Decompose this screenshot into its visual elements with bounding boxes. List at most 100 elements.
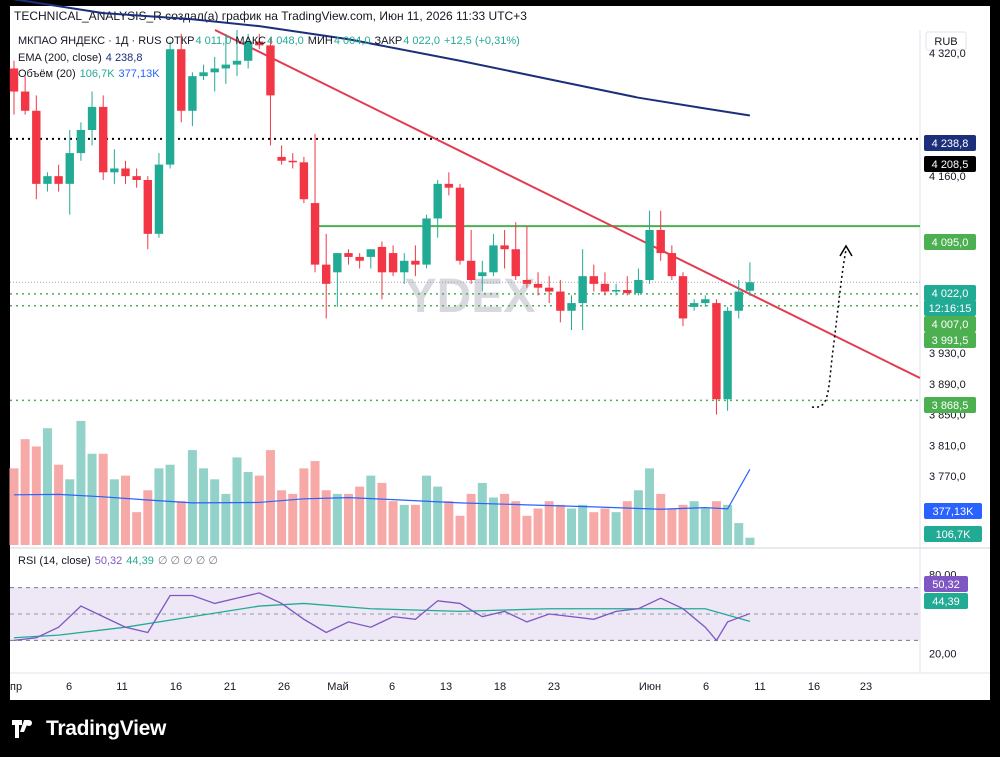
price-badge: 4 095,0 — [924, 234, 976, 250]
header-caption: TECHNICAL_ANALYSIS_R создал(а) график на… — [14, 9, 527, 23]
legend-volume-value: 106,7K — [80, 68, 116, 80]
price-tick-label: 3 810,0 — [929, 440, 966, 452]
candle-body — [545, 287, 554, 292]
candle-body — [734, 291, 743, 311]
volume-bar — [745, 537, 755, 545]
volume-bar — [210, 479, 220, 545]
price-badge-bg — [924, 156, 976, 172]
volume-bar — [20, 439, 30, 545]
price-badge-text: 4 022,0 — [932, 288, 969, 300]
volume-bar — [98, 453, 108, 545]
candle-body — [667, 253, 677, 277]
volume-bar — [388, 501, 398, 545]
candle-body — [322, 264, 331, 284]
price-badge-text: 4 238,8 — [932, 138, 969, 150]
volume-bar — [511, 501, 521, 545]
candle-body — [712, 303, 721, 400]
price-tick-label: 3 770,0 — [929, 471, 966, 483]
volume-bar — [377, 482, 387, 545]
candle-body — [478, 272, 487, 277]
rsi-badge-bg — [924, 576, 968, 592]
projection-arrow-head — [839, 244, 853, 257]
candle-body — [266, 45, 275, 96]
rsi-badge: 50,32 — [924, 576, 968, 592]
volume-bar — [611, 512, 621, 545]
legend-rsi-na: ∅ ∅ ∅ ∅ ∅ — [158, 555, 218, 567]
candle-body — [422, 218, 431, 265]
price-badge: 4 022,0 — [924, 285, 976, 301]
candle-body — [288, 160, 297, 163]
rsi-badge-text: 44,39 — [932, 596, 960, 608]
volume-bar — [656, 493, 666, 545]
candle-body — [99, 106, 108, 173]
volume-bar — [645, 468, 655, 545]
legend-ema-label: EMA (200, close) — [18, 52, 102, 64]
candle-body — [210, 68, 219, 73]
candle-body — [745, 282, 755, 291]
candle-body — [65, 153, 74, 184]
volume-bar — [422, 475, 432, 545]
volume-bar — [42, 428, 52, 545]
candle-body — [511, 249, 520, 277]
tradingview-logo[interactable]: TradingView — [12, 716, 166, 742]
x-axis-label: 11 — [116, 681, 127, 693]
candle-body — [232, 60, 242, 65]
candle-body — [689, 303, 699, 307]
volume-bar — [165, 464, 175, 545]
candle-body — [455, 187, 465, 261]
rsi-band — [10, 587, 920, 641]
volume-bar — [154, 468, 164, 545]
candle-body — [489, 245, 498, 273]
price-badge-bg — [924, 135, 976, 151]
rsi-tick-label: 20,00 — [929, 649, 957, 661]
volume-bar — [433, 486, 443, 545]
price-badge-text: 12:16:15 — [929, 303, 972, 315]
volume-bar — [65, 479, 75, 545]
candle-body — [723, 310, 732, 400]
price-badge: 4 208,5 — [924, 156, 976, 172]
volume-bar — [555, 504, 565, 545]
candle-body — [355, 256, 364, 261]
legend-high-value: 4 048,0 — [267, 35, 304, 47]
candle-body — [87, 106, 97, 130]
rsi-line — [13, 592, 751, 642]
volume-bar — [176, 501, 186, 545]
volume-bar — [310, 461, 320, 545]
tradingview-logo-icon — [12, 720, 32, 738]
volume-ma-line — [13, 469, 751, 510]
volume-bar — [522, 515, 532, 545]
candle-body — [9, 68, 19, 92]
x-axis-label: Июн — [639, 681, 661, 693]
candle-body — [20, 91, 30, 111]
volume-bar — [567, 508, 576, 545]
x-axis-label: 6 — [703, 681, 709, 693]
x-axis-label: 6 — [66, 681, 72, 693]
volume-bar — [578, 504, 588, 545]
volume-bar — [689, 501, 699, 545]
candle-body — [533, 283, 543, 288]
x-axis-label: 16 — [808, 681, 820, 693]
volume-bar — [600, 508, 610, 545]
candle-body — [556, 291, 565, 311]
x-axis-label: 26 — [278, 681, 290, 693]
volume-bar — [76, 420, 86, 545]
price-badge-text: 3 991,5 — [932, 335, 969, 347]
candle-body — [444, 183, 454, 188]
volume-bar — [132, 512, 142, 545]
candle-body — [154, 164, 164, 234]
volume-bar — [711, 501, 721, 545]
volume-bar — [232, 457, 242, 545]
rsi-badge-bg — [924, 593, 968, 609]
x-axis-label: 13 — [440, 681, 452, 693]
volume-bar — [299, 468, 309, 545]
volume-bar — [633, 490, 643, 545]
volume-bar — [622, 501, 632, 545]
volume-bar — [477, 482, 487, 545]
ema200-line — [13, 0, 751, 117]
price-badge-text: 3 868,5 — [932, 400, 969, 412]
projection-arrow — [811, 249, 847, 408]
legend-rsi-label: RSI (14, close) — [18, 555, 91, 567]
volume-bar — [187, 450, 197, 545]
volume-bar — [678, 504, 688, 545]
